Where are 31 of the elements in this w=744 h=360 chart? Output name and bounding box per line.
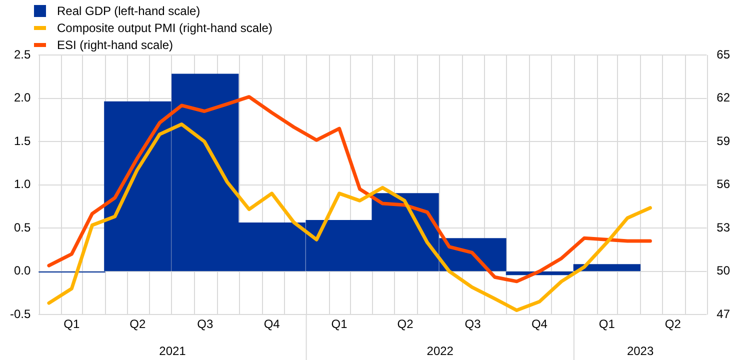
y2-tick-label: 65 [716,47,730,62]
y2-tick-label: 53 [716,220,730,234]
y2-tick-label: 62 [716,90,730,105]
y-tick-label: 2.5 [14,47,31,62]
text: 2023 [626,344,654,358]
y-tick-label: 1.5 [14,134,31,148]
y-tick-label: 0.0 [14,264,31,278]
y-tick-label: 2.0 [14,90,31,105]
text: 2021 [159,344,186,358]
x-tick-label: Q2 [664,317,682,332]
x-tick-label: Q1 [331,317,348,332]
y-tick-label: 0.5 [14,220,31,234]
legend-label: Real GDP (left-hand scale) [57,4,200,18]
x-tick-label: Q3 [197,317,214,332]
y2-tick-label: 50 [716,264,730,278]
x-tick-label: Q3 [464,317,482,332]
bar [573,264,641,272]
x-tick-label: Q2 [397,317,414,332]
legend-label: Composite output PMI (right-hand scale) [57,20,272,34]
x-tick-label: Q4 [264,317,280,332]
y-tick-label: 1.0 [14,177,31,192]
y-tick-label: -0.5 [10,306,31,321]
y2-tick-label: 59 [716,134,730,148]
x-tick-label: Q1 [64,317,80,332]
text: 2022 [426,344,454,358]
x-tick-label: Q4 [531,317,548,332]
x-tick-label: Q1 [598,317,616,332]
y2-tick-label: 56 [716,177,730,192]
y2-tick-label: 47 [716,306,730,321]
x-tick-label: Q2 [130,317,146,332]
legend-label: ESI (right-hand scale) [57,38,174,52]
